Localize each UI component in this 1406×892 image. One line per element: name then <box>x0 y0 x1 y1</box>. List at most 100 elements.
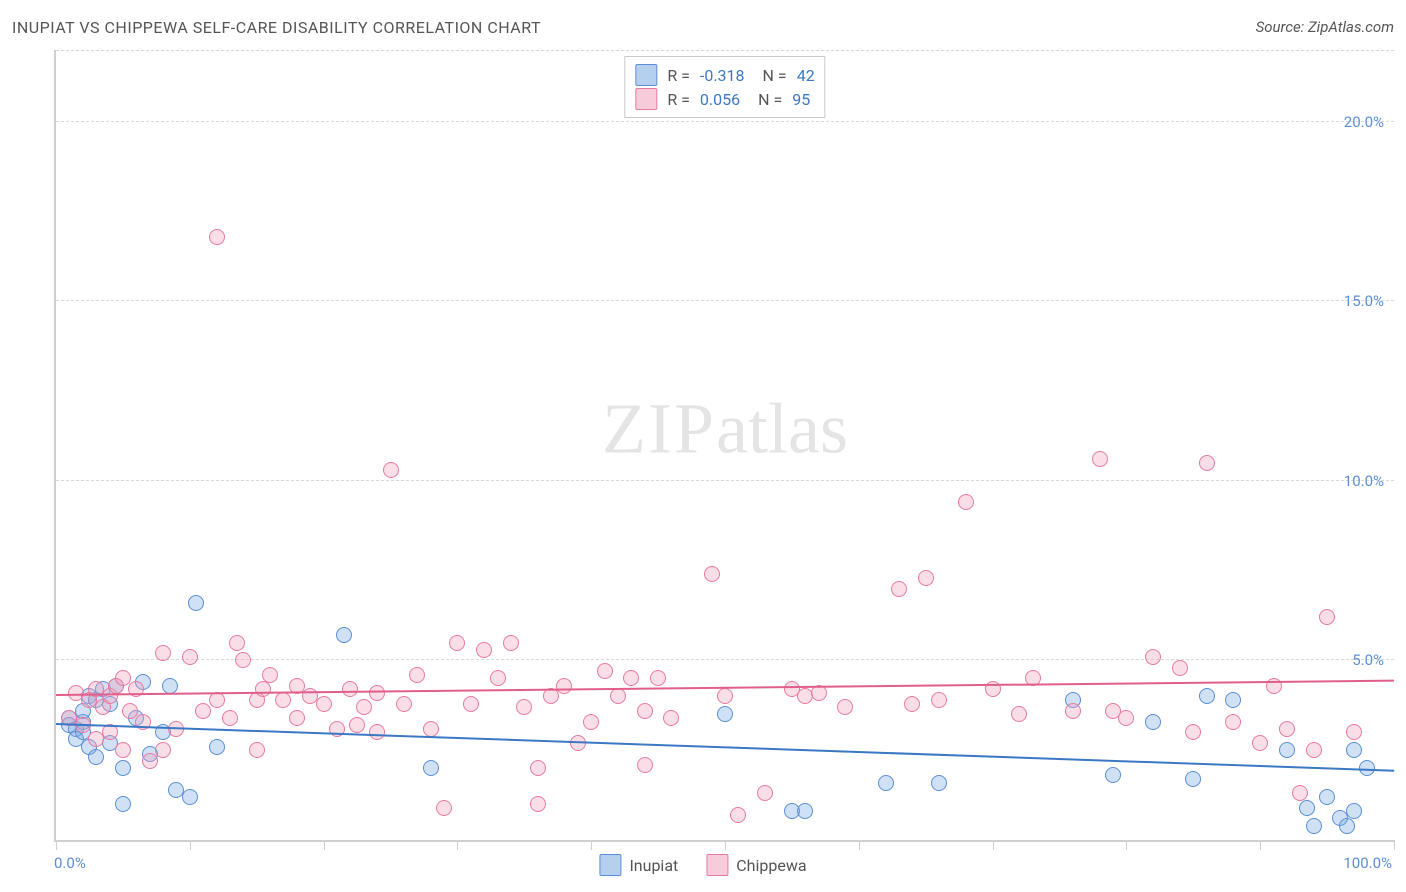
data-point <box>409 667 425 683</box>
data-point <box>235 652 251 668</box>
data-point <box>162 678 178 694</box>
data-point <box>142 753 158 769</box>
legend-stats-row-inupiat: R = -0.318 N = 42 <box>635 63 814 87</box>
data-point <box>209 692 225 708</box>
data-point <box>516 699 532 715</box>
plot-container: Self-Care Disability ZIPatlas R = -0.318… <box>12 50 1394 882</box>
data-point <box>1225 714 1241 730</box>
data-point <box>637 703 653 719</box>
data-point <box>115 760 131 776</box>
data-point <box>275 692 291 708</box>
chart-area: ZIPatlas R = -0.318 N = 42 R = 0.056 N =… <box>54 50 1394 842</box>
data-point <box>476 642 492 658</box>
data-point <box>637 757 653 773</box>
data-point <box>255 681 271 697</box>
data-point <box>717 706 733 722</box>
legend-series: Inupiat Chippewa <box>599 854 806 876</box>
chart-title: INUPIAT VS CHIPPEWA SELF-CARE DISABILITY… <box>12 18 541 37</box>
data-point <box>369 685 385 701</box>
data-point <box>88 749 104 765</box>
y-tick-label: 20.0% <box>1344 113 1384 131</box>
data-point <box>423 760 439 776</box>
data-point <box>182 789 198 805</box>
data-point <box>797 803 813 819</box>
data-point <box>115 796 131 812</box>
data-point <box>530 760 546 776</box>
data-point <box>1299 800 1315 816</box>
gridline <box>56 300 1394 301</box>
data-point <box>597 663 613 679</box>
data-point <box>182 649 198 665</box>
data-point <box>1199 455 1215 471</box>
data-point <box>503 635 519 651</box>
data-point <box>1065 703 1081 719</box>
swatch-inupiat-icon <box>599 854 621 876</box>
data-point <box>423 721 439 737</box>
data-point <box>1346 742 1362 758</box>
data-point <box>878 775 894 791</box>
data-point <box>1092 451 1108 467</box>
data-point <box>583 714 599 730</box>
data-point <box>931 775 947 791</box>
data-point <box>1292 785 1308 801</box>
data-point <box>663 710 679 726</box>
data-point <box>316 696 332 712</box>
x-tick <box>56 840 57 850</box>
data-point <box>1172 660 1188 676</box>
data-point <box>1279 742 1295 758</box>
y-tick-label: 5.0% <box>1352 651 1384 669</box>
data-point <box>891 581 907 597</box>
data-point <box>1306 818 1322 834</box>
data-point <box>958 494 974 510</box>
x-tick <box>591 840 592 850</box>
data-point <box>369 724 385 740</box>
data-point <box>229 635 245 651</box>
data-point <box>1346 724 1362 740</box>
data-point <box>556 678 572 694</box>
data-point <box>1145 714 1161 730</box>
watermark: ZIPatlas <box>602 388 848 471</box>
data-point <box>904 696 920 712</box>
data-point <box>1118 710 1134 726</box>
x-tick <box>457 840 458 850</box>
data-point <box>436 800 452 816</box>
data-point <box>249 742 265 758</box>
data-point <box>222 710 238 726</box>
swatch-chippewa-icon <box>706 854 728 876</box>
data-point <box>1185 724 1201 740</box>
gridline <box>56 50 1394 51</box>
data-point <box>155 645 171 661</box>
x-tick <box>324 840 325 850</box>
data-point <box>530 796 546 812</box>
data-point <box>623 670 639 686</box>
data-point <box>650 670 666 686</box>
data-point <box>837 699 853 715</box>
x-tick-label-left: 0.0% <box>54 854 86 872</box>
data-point <box>1346 803 1362 819</box>
data-point <box>610 688 626 704</box>
data-point <box>543 688 559 704</box>
data-point <box>449 635 465 651</box>
data-point <box>383 462 399 478</box>
x-tick <box>190 840 191 850</box>
data-point <box>396 696 412 712</box>
data-point <box>931 692 947 708</box>
swatch-chippewa-icon <box>635 88 657 110</box>
data-point <box>1319 789 1335 805</box>
x-tick <box>725 840 726 850</box>
legend-stats: R = -0.318 N = 42 R = 0.056 N = 95 <box>624 56 825 118</box>
legend-stats-row-chippewa: R = 0.056 N = 95 <box>635 87 814 111</box>
data-point <box>155 742 171 758</box>
y-tick-label: 15.0% <box>1344 292 1384 310</box>
x-tick <box>993 840 994 850</box>
y-tick-label: 10.0% <box>1344 472 1384 490</box>
data-point <box>717 688 733 704</box>
data-point <box>262 667 278 683</box>
data-point <box>1105 767 1121 783</box>
data-point <box>918 570 934 586</box>
data-point <box>1225 692 1241 708</box>
legend-item-chippewa: Chippewa <box>706 854 806 876</box>
gridline <box>56 480 1394 481</box>
legend-item-inupiat: Inupiat <box>599 854 678 876</box>
data-point <box>704 566 720 582</box>
